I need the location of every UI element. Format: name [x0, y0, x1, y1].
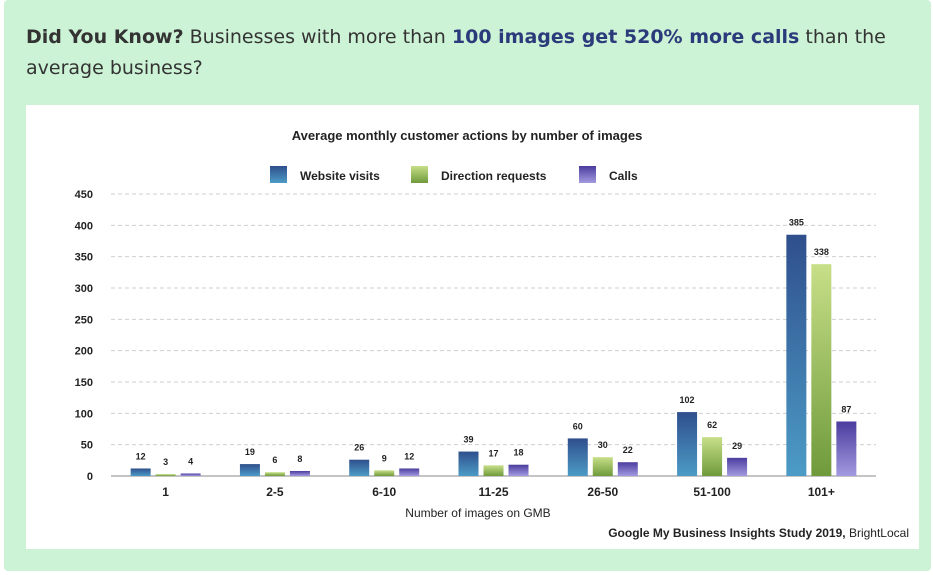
legend-label: Calls: [609, 169, 638, 183]
bar-value-label: 62: [707, 420, 717, 430]
bar-value-label: 12: [136, 451, 146, 461]
chart-bars: 12 3 4 19 6 8 26 9 12 39 17 18 60 30 22 102 62 29 385 338 87: [130, 218, 857, 476]
y-tick-label: 300: [75, 283, 93, 295]
chart-panel: Average monthly customer actions by numb…: [26, 105, 919, 549]
legend-label: Direction requests: [441, 169, 547, 183]
x-tick-label: 2-5: [266, 485, 284, 499]
bar: [180, 473, 201, 476]
x-tick-label: 101+: [808, 485, 835, 499]
bar-value-label: 9: [382, 453, 387, 463]
bar-value-label: 29: [732, 441, 742, 451]
x-axis: 1 2-5 6-10 11-25 26-50 51-100 101+: [162, 485, 835, 499]
y-axis: 0 50 100 150 200 250 300 350 400 450: [75, 189, 93, 483]
legend-swatch: [270, 166, 287, 183]
y-tick-label: 200: [75, 346, 93, 358]
bar-value-label: 30: [598, 440, 608, 450]
bar: [130, 468, 151, 476]
bar: [483, 465, 504, 476]
bar-value-label: 385: [789, 218, 804, 228]
y-tick-label: 0: [87, 471, 93, 483]
bar: [811, 264, 832, 476]
headline-text-before: Businesses with more than: [189, 26, 446, 48]
bar-value-label: 3: [163, 457, 168, 467]
headline-highlight: 100 images get 520% more calls: [451, 26, 800, 48]
bar-value-label: 6: [272, 455, 277, 465]
y-tick-label: 150: [75, 377, 93, 389]
bar: [617, 462, 638, 476]
bar-value-label: 19: [245, 447, 255, 457]
bar-value-label: 4: [188, 456, 193, 466]
chart-legend: Website visits Direction requests Calls: [270, 166, 638, 183]
bar-value-label: 338: [814, 247, 829, 257]
legend-swatch: [411, 166, 428, 183]
chart-grid: [111, 193, 876, 477]
bar: [289, 470, 310, 476]
bar-value-label: 87: [841, 404, 851, 414]
legend-label: Website visits: [300, 169, 380, 183]
bar-value-label: 12: [404, 451, 414, 461]
bar: [349, 459, 370, 476]
x-tick-label: 6-10: [372, 485, 396, 499]
legend-swatch: [579, 166, 596, 183]
bar: [702, 437, 723, 476]
y-tick-label: 100: [75, 408, 93, 420]
source-publisher: BrightLocal: [848, 526, 909, 540]
y-tick-label: 400: [75, 220, 93, 232]
bar-value-label: 18: [513, 448, 523, 458]
headline-text-after: than the average business?: [26, 26, 886, 79]
chart-title: Average monthly customer actions by numb…: [292, 128, 643, 143]
bar-value-label: 8: [297, 454, 302, 464]
y-tick-label: 350: [75, 252, 93, 264]
x-tick-label: 1: [162, 485, 169, 499]
x-tick-label: 51-100: [693, 485, 731, 499]
bar-value-label: 26: [354, 443, 364, 453]
y-tick-label: 250: [75, 314, 93, 326]
y-tick-label: 50: [81, 440, 93, 452]
bar: [264, 472, 285, 476]
bar-chart: Average monthly customer actions by numb…: [75, 128, 876, 520]
bar: [374, 470, 395, 476]
bar-value-label: 102: [680, 395, 695, 405]
bar-value-label: 17: [488, 448, 498, 458]
headline-lead: Did You Know?: [26, 26, 184, 48]
bar: [155, 474, 176, 476]
bar: [239, 464, 260, 476]
x-tick-label: 11-25: [478, 485, 508, 499]
bar: [567, 438, 588, 476]
bar-value-label: 22: [623, 445, 633, 455]
bar: [727, 457, 748, 476]
y-tick-label: 450: [75, 189, 93, 201]
x-tick-label: 26-50: [587, 485, 618, 499]
bar: [508, 464, 529, 476]
bar: [458, 451, 479, 476]
bar: [786, 234, 807, 476]
did-you-know-text: Did You Know? Businesses with more than …: [26, 22, 916, 84]
bar-value-label: 60: [573, 421, 583, 431]
source-credit: Google My Business Insights Study 2019, …: [608, 526, 909, 540]
bar: [677, 412, 698, 476]
bar: [399, 468, 420, 476]
x-axis-label: Number of images on GMB: [405, 506, 550, 520]
info-card: Did You Know? Businesses with more than …: [4, 0, 931, 571]
bar-value-label: 39: [463, 435, 473, 445]
bar: [592, 457, 613, 476]
bar: [836, 421, 857, 476]
source-study: Google My Business Insights Study 2019,: [608, 526, 846, 540]
